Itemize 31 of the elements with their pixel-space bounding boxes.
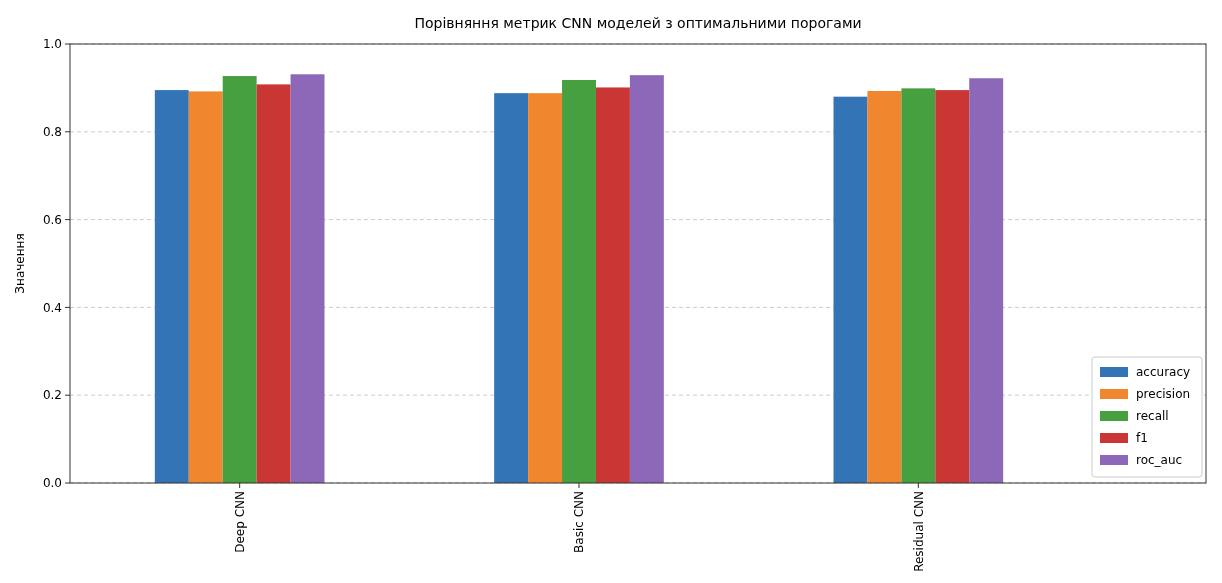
- bar: [629, 75, 664, 483]
- bar: [833, 96, 868, 483]
- bar: [595, 87, 630, 483]
- bar: [901, 88, 936, 483]
- bar: [290, 74, 325, 483]
- legend-label: accuracy: [1136, 365, 1191, 379]
- y-tick-label: 0.0: [42, 476, 62, 491]
- x-tick-label: Deep CNN: [232, 491, 247, 553]
- y-tick-label: 0.4: [42, 300, 62, 315]
- bar: [222, 76, 257, 483]
- y-axis-title: Значення: [13, 233, 27, 294]
- chart-title: Порівняння метрик CNN моделей з оптимальними порогами: [414, 15, 862, 31]
- y-tick-label: 0.2: [42, 388, 62, 403]
- bar: [154, 90, 189, 483]
- legend-label: f1: [1136, 431, 1148, 445]
- bar: [188, 91, 223, 483]
- bar: [528, 93, 563, 483]
- bar: [256, 84, 291, 483]
- legend-label: roc_auc: [1136, 453, 1183, 467]
- bar: [935, 90, 970, 483]
- y-tick-label: 1.0: [42, 37, 62, 52]
- bar: [867, 90, 902, 483]
- legend-label: precision: [1136, 387, 1191, 401]
- y-tick-label: 0.6: [42, 212, 62, 227]
- x-tick-label: Basic CNN: [572, 491, 587, 553]
- y-tick-label: 0.8: [42, 125, 62, 139]
- bar: [562, 80, 596, 483]
- bar: [969, 78, 1004, 483]
- bar: [494, 93, 529, 483]
- x-tick-label: Residual CNN: [911, 491, 926, 572]
- legend-label: recall: [1136, 409, 1169, 423]
